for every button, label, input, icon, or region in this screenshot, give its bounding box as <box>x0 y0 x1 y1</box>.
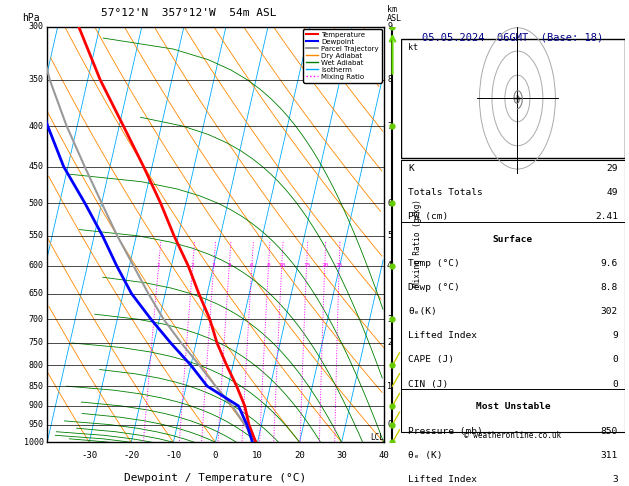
Text: -30: -30 <box>81 451 97 460</box>
Text: Surface: Surface <box>493 235 533 244</box>
Text: θₑ (K): θₑ (K) <box>408 451 442 460</box>
Text: 6: 6 <box>387 199 392 208</box>
Text: LCL: LCL <box>370 433 384 442</box>
Text: Mixing Ratio (g/kg): Mixing Ratio (g/kg) <box>413 199 422 287</box>
Text: 10: 10 <box>252 451 263 460</box>
Text: 0: 0 <box>387 420 392 429</box>
Text: 550: 550 <box>29 231 44 241</box>
Legend: Temperature, Dewpoint, Parcel Trajectory, Dry Adiabat, Wet Adiabat, Isotherm, Mi: Temperature, Dewpoint, Parcel Trajectory… <box>303 29 382 83</box>
Text: 8.8: 8.8 <box>601 283 618 292</box>
Text: 1000: 1000 <box>24 438 44 447</box>
Text: © weatheronline.co.uk: © weatheronline.co.uk <box>464 431 562 440</box>
Text: Lifted Index: Lifted Index <box>408 331 477 340</box>
Text: 30: 30 <box>337 451 347 460</box>
Text: 4: 4 <box>387 261 392 270</box>
Text: hPa: hPa <box>22 13 40 22</box>
Text: 05.05.2024  06GMT  (Base: 18): 05.05.2024 06GMT (Base: 18) <box>422 33 604 43</box>
Text: 9: 9 <box>612 331 618 340</box>
Bar <box>401 160 625 432</box>
Text: 0: 0 <box>612 380 618 388</box>
Text: 2: 2 <box>191 263 194 268</box>
Text: 0: 0 <box>612 355 618 364</box>
Text: 20: 20 <box>294 451 305 460</box>
Text: 900: 900 <box>29 401 44 410</box>
Text: Dewp (°C): Dewp (°C) <box>408 283 460 292</box>
Text: 3: 3 <box>387 314 392 324</box>
Text: 450: 450 <box>29 162 44 171</box>
Text: 600: 600 <box>29 261 44 270</box>
Text: Lifted Index: Lifted Index <box>408 475 477 484</box>
Text: 1: 1 <box>387 382 392 391</box>
Text: 302: 302 <box>601 307 618 316</box>
Text: Temp (°C): Temp (°C) <box>408 259 460 268</box>
Text: θₑ(K): θₑ(K) <box>408 307 437 316</box>
Text: 29: 29 <box>606 164 618 173</box>
Text: 9.6: 9.6 <box>601 259 618 268</box>
Text: 2.41: 2.41 <box>595 212 618 221</box>
Text: PW (cm): PW (cm) <box>408 212 448 221</box>
Text: Pressure (mb): Pressure (mb) <box>408 427 482 435</box>
Text: 5: 5 <box>387 231 392 241</box>
Text: -10: -10 <box>165 451 181 460</box>
Text: 4: 4 <box>227 263 231 268</box>
Text: Totals Totals: Totals Totals <box>408 188 482 197</box>
Text: 700: 700 <box>29 314 44 324</box>
Text: 750: 750 <box>29 338 44 347</box>
Text: 40: 40 <box>378 451 389 460</box>
Text: -20: -20 <box>123 451 140 460</box>
Text: kt: kt <box>408 43 418 52</box>
Text: Most Unstable: Most Unstable <box>476 402 550 412</box>
Text: K: K <box>408 164 414 173</box>
Text: 9: 9 <box>387 22 392 31</box>
Text: CIN (J): CIN (J) <box>408 380 448 388</box>
Text: km
ASL: km ASL <box>387 4 402 22</box>
Text: 850: 850 <box>601 427 618 435</box>
Bar <box>401 39 625 157</box>
Text: 25: 25 <box>335 263 343 268</box>
Text: 8: 8 <box>387 75 392 85</box>
Text: 2: 2 <box>387 338 392 347</box>
Text: 300: 300 <box>29 22 44 31</box>
Text: 7: 7 <box>387 122 392 131</box>
Text: 311: 311 <box>601 451 618 460</box>
Text: 400: 400 <box>29 122 44 131</box>
Text: 650: 650 <box>29 289 44 298</box>
Text: 3: 3 <box>212 263 216 268</box>
Text: 500: 500 <box>29 199 44 208</box>
Text: Dewpoint / Temperature (°C): Dewpoint / Temperature (°C) <box>125 473 306 484</box>
Text: 3: 3 <box>612 475 618 484</box>
Text: 800: 800 <box>29 361 44 370</box>
Text: 10: 10 <box>278 263 286 268</box>
Text: 0: 0 <box>213 451 218 460</box>
Text: 8: 8 <box>267 263 270 268</box>
Text: 20: 20 <box>321 263 328 268</box>
Text: 850: 850 <box>29 382 44 391</box>
Text: CAPE (J): CAPE (J) <box>408 355 454 364</box>
Text: 49: 49 <box>606 188 618 197</box>
Text: 15: 15 <box>303 263 310 268</box>
Text: 950: 950 <box>29 420 44 429</box>
Text: 6: 6 <box>250 263 253 268</box>
Text: 57°12'N  357°12'W  54m ASL: 57°12'N 357°12'W 54m ASL <box>101 8 276 18</box>
Text: 350: 350 <box>29 75 44 85</box>
Text: 1: 1 <box>157 263 160 268</box>
